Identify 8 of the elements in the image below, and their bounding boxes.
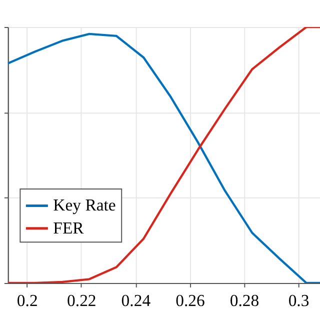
x-tick-label: 0.2 bbox=[16, 291, 38, 310]
x-tick-label: 0.28 bbox=[230, 291, 260, 310]
legend-label: FER bbox=[53, 218, 85, 238]
x-tick-label: 0.3 bbox=[288, 291, 310, 310]
legend-label: Key Rate bbox=[53, 196, 116, 215]
x-tick-label: 0.22 bbox=[67, 291, 96, 310]
x-tick-label: 0.26 bbox=[176, 291, 205, 310]
x-tick-label: 0.24 bbox=[121, 291, 152, 310]
